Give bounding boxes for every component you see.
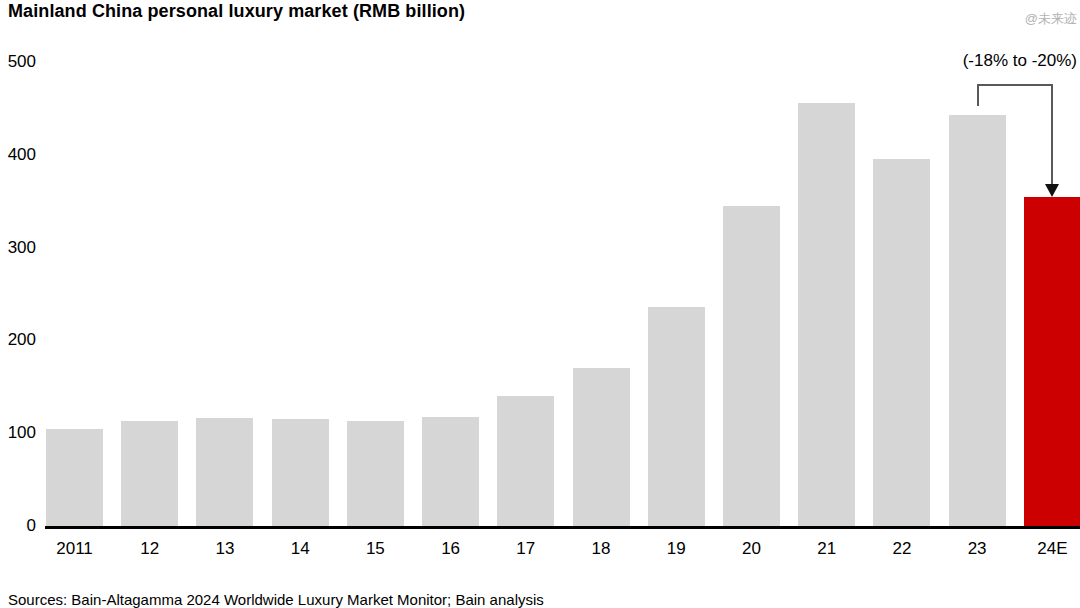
bar-2011 [46,429,103,526]
x-label-17: 17 [497,539,554,559]
y-tick-0: 0 [0,516,36,536]
chart-page: Mainland China personal luxury market (R… [0,0,1080,608]
bar-22 [873,159,930,526]
bar-12 [121,421,178,526]
y-tick-500: 500 [0,52,36,72]
x-label-16: 16 [422,539,479,559]
annotation-connector-right [1051,84,1053,185]
x-axis-labels: 2011 12 13 14 15 16 17 18 19 20 21 22 23 24E [46,539,1080,559]
x-label-22: 22 [873,539,930,559]
watermark: @未来迹 [1025,10,1077,28]
bar-17 [497,396,554,526]
annotation-arrowhead-icon [1045,184,1059,197]
x-label-18: 18 [573,539,630,559]
x-axis-line [45,526,1080,529]
bar-20 [723,206,780,526]
x-label-2011: 2011 [46,539,103,559]
bar-21 [798,103,855,526]
plot-area [46,62,1080,526]
x-label-15: 15 [347,539,404,559]
x-label-24E: 24E [1024,539,1080,559]
bar-16 [422,417,479,526]
annotation-connector-horizontal [977,84,1053,86]
chart-title: Mainland China personal luxury market (R… [8,1,465,22]
x-label-21: 21 [798,539,855,559]
bar-23 [949,115,1006,526]
bar-14 [272,419,329,526]
y-tick-400: 400 [0,145,36,165]
y-tick-300: 300 [0,238,36,258]
bar-19 [648,307,705,526]
annotation-label: (-18% to -20%) [963,51,1077,71]
bar-13 [196,418,253,526]
x-label-14: 14 [272,539,329,559]
bar-24E [1024,197,1080,526]
y-tick-200: 200 [0,330,36,350]
source-note: Sources: Bain-Altagamma 2024 Worldwide L… [8,591,544,608]
x-label-13: 13 [196,539,253,559]
bar-18 [573,368,630,526]
annotation-connector-left [977,84,979,106]
y-tick-100: 100 [0,423,36,443]
x-label-19: 19 [648,539,705,559]
x-label-20: 20 [723,539,780,559]
x-label-23: 23 [949,539,1006,559]
bar-15 [347,421,404,526]
x-label-12: 12 [121,539,178,559]
